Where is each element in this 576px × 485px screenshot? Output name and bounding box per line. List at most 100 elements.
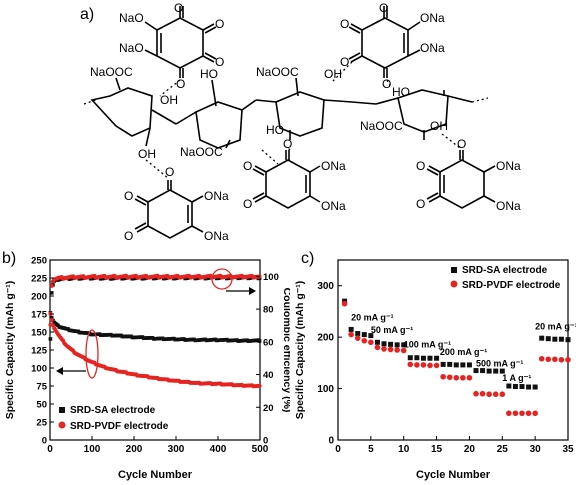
data-point (565, 337, 571, 343)
group-label: ONa (496, 199, 521, 213)
y-axis-title-right: Coulombic efficiency (%) (281, 288, 290, 413)
group-label: O (382, 77, 391, 91)
group-label: O (340, 17, 349, 31)
data-point (473, 390, 479, 397)
y-tick-label: 100 (317, 384, 334, 395)
data-point (257, 339, 262, 343)
data-point (558, 336, 564, 342)
data-point (48, 337, 53, 341)
data-point (49, 291, 54, 295)
x-tick-label: 0 (335, 444, 341, 455)
group-label: NaOOC (180, 145, 223, 159)
data-point (545, 356, 552, 363)
y-tick-label: 50 (36, 400, 47, 411)
group-label: NaOOC (90, 65, 133, 79)
group-label: OH (430, 119, 448, 133)
group-label: HO (266, 123, 284, 137)
data-point (361, 337, 368, 344)
data-point (368, 333, 374, 339)
data-point (492, 391, 499, 398)
data-point (499, 391, 506, 398)
x-tick-label: 400 (210, 444, 227, 455)
data-point (434, 355, 440, 361)
data-point (420, 362, 427, 368)
data-point (466, 374, 473, 381)
rate-annotation: 20 mA g⁻¹ (351, 313, 393, 323)
group-label: HO (200, 67, 218, 81)
data-point (453, 362, 459, 368)
data-point (49, 283, 54, 288)
hydrogen-bonds (83, 61, 489, 179)
data-point (466, 362, 472, 368)
rate-annotation: 20 mA g⁻¹ (535, 321, 576, 331)
data-point (388, 341, 394, 347)
legend-marker-sa (59, 407, 65, 413)
rhodizonate-ring-bottom-left (147, 189, 193, 239)
x-tick-label: 500 (252, 444, 269, 455)
data-point (558, 356, 565, 363)
group-label: O (283, 137, 292, 151)
data-point (355, 331, 361, 337)
data-point (381, 346, 387, 352)
data-point (519, 384, 525, 390)
series-2 (48, 311, 262, 389)
group-label: O (416, 159, 425, 173)
data-point (401, 342, 407, 348)
data-point (49, 315, 54, 320)
data-point (479, 390, 486, 397)
sugar-ring-4 (397, 89, 449, 133)
group-label: O (124, 229, 133, 243)
y-tick-label: 75 (36, 382, 47, 393)
data-point (348, 326, 354, 332)
group-label: NaO (119, 41, 144, 55)
group-label: NaOOC (360, 119, 403, 133)
annotation-ellipse-capacity (85, 329, 99, 379)
y-axis-title: Specific Capacity (mAh g⁻¹) (294, 281, 306, 420)
y-tick-label: 200 (31, 292, 47, 303)
y-tick-label: 300 (317, 281, 334, 292)
group-label: ONa (420, 11, 445, 25)
y-tick-label: 200 (317, 333, 334, 344)
group-label: NaOOC (256, 65, 299, 79)
y-tick-label: 0 (42, 436, 47, 447)
data-point (460, 374, 466, 381)
data-point (368, 339, 374, 346)
data-point (381, 341, 387, 347)
data-point (348, 331, 354, 338)
rate-annotation: 200 mA g⁻¹ (440, 347, 487, 357)
group-label: ONa (321, 199, 346, 213)
series-1 (342, 298, 571, 390)
data-point (447, 361, 453, 367)
group-label: O (165, 165, 174, 179)
y-tick-label-right: 0 (263, 436, 268, 447)
x-tick-label: 0 (47, 444, 53, 455)
data-point (480, 368, 486, 374)
x-axis-title: Cycle Number (118, 469, 193, 481)
series-1 (48, 311, 262, 343)
data-point (506, 383, 512, 389)
rate-annotation: 500 mA g⁻¹ (476, 358, 523, 368)
scheme-labels: NaO NaO O O O O ONa ONa O O O O NaOOC OH… (90, 1, 521, 243)
data-point (49, 318, 54, 323)
rate-annotation: 50 mA g⁻¹ (371, 325, 413, 335)
group-label: ONa (321, 159, 346, 173)
y-tick-label: 125 (31, 346, 48, 357)
data-point (499, 368, 505, 374)
x-tick-label: 25 (497, 444, 509, 455)
series-4 (48, 273, 262, 327)
sugar-ring-2 (195, 101, 243, 149)
y-tick-label-right: 40 (263, 370, 274, 381)
data-point (493, 368, 499, 374)
legend-marker-pvdf (450, 280, 458, 288)
data-point (552, 336, 558, 342)
data-point (374, 339, 380, 345)
legend-marker-pvdf (58, 421, 66, 429)
group-label: O (174, 1, 183, 15)
data-point (414, 362, 420, 368)
arrowhead (56, 367, 63, 375)
data-point (512, 384, 518, 390)
data-point (257, 383, 262, 388)
group-label: OH (160, 93, 178, 107)
data-point (532, 384, 538, 390)
data-point (407, 361, 414, 368)
